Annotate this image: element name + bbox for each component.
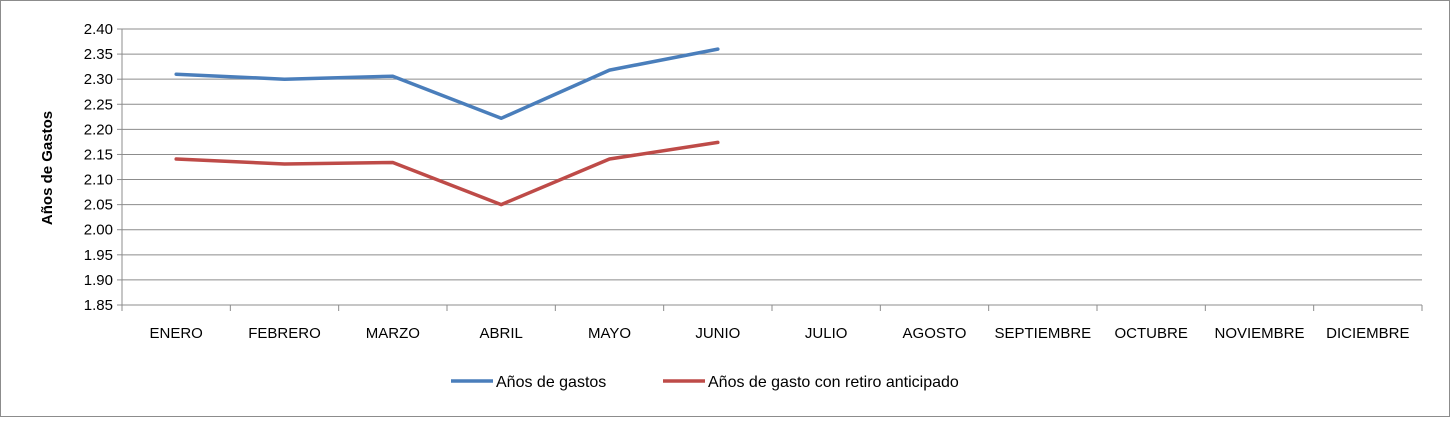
series: [174, 47, 720, 207]
y-tick-label: 2.00: [84, 222, 113, 239]
x-tick-labels: ENERO FEBRERO MARZO ABRIL MAYO JUNIO JULIO AGOS…: [149, 325, 1409, 342]
y-tick-labels: 1.85 1.90 1.95 2.00 2.05 2.10 2.15 2.20 2.25 2.30…: [84, 21, 113, 314]
x-tick-label: DICIEMBRE: [1326, 325, 1409, 342]
y-axis-label: Años de Gastos: [39, 111, 56, 225]
x-tick-label: ABRIL: [479, 325, 522, 342]
y-tick-label: 2.40: [84, 21, 113, 38]
x-tick-label: AGOSTO: [903, 325, 967, 342]
x-tick-label: JULIO: [805, 325, 848, 342]
y-tick-label: 2.05: [84, 197, 113, 214]
y-tick-label: 1.95: [84, 247, 113, 264]
x-tick-label: SEPTIEMBRE: [994, 325, 1091, 342]
y-tick-label: 2.15: [84, 146, 113, 163]
x-tick-label: OCTUBRE: [1114, 325, 1187, 342]
legend-label-1: Años de gastos: [496, 374, 606, 391]
x-tick-label: ENERO: [149, 325, 202, 342]
legend: Años de gastos Años de gasto con retiro a…: [451, 374, 959, 391]
y-tick-label: 2.10: [84, 172, 113, 189]
gridlines: [122, 28, 1422, 281]
axes: [117, 28, 1423, 311]
x-tick-label: FEBRERO: [248, 325, 321, 342]
y-tick-label: 1.90: [84, 272, 113, 289]
x-tick-label: MAYO: [588, 325, 631, 342]
y-tick-label: 2.30: [84, 71, 113, 88]
series-line-1: [174, 47, 720, 121]
y-tick-label: 2.25: [84, 96, 113, 113]
y-tick-label: 1.85: [84, 297, 113, 314]
legend-label-2: Años de gasto con retiro anticipado: [708, 374, 959, 391]
series-line-2: [174, 140, 720, 207]
y-tick-label: 2.20: [84, 121, 113, 138]
x-tick-label: JUNIO: [695, 325, 740, 342]
x-tick-label: MARZO: [366, 325, 420, 342]
y-tick-label: 2.35: [84, 46, 113, 63]
x-tick-label: NOVIEMBRE: [1214, 325, 1304, 342]
